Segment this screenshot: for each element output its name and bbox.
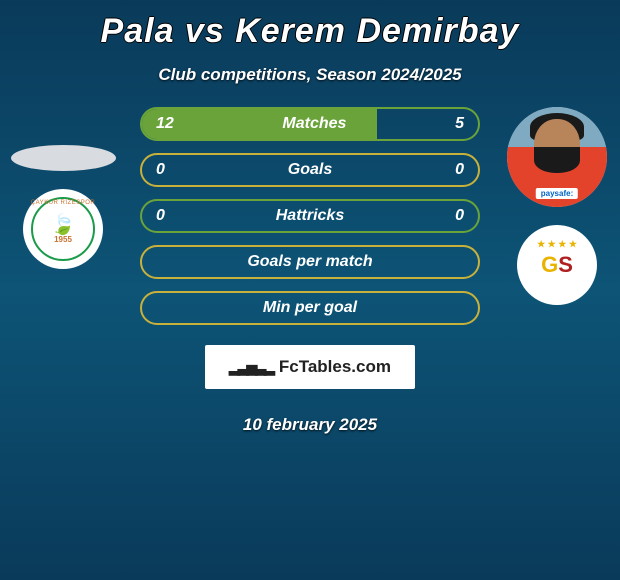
right-club-badge: ★ ★ ★ ★ GS (517, 225, 597, 305)
brand-label: FcTables.com (279, 357, 391, 377)
stats-column: 12Matches50Goals00Hattricks0Goals per ma… (118, 107, 502, 435)
stat-row-goals: 0Goals0 (140, 153, 480, 187)
stat-row-goals-per-match: Goals per match (140, 245, 480, 279)
stat-label: Min per goal (156, 299, 464, 317)
stat-row-hattricks: 0Hattricks0 (140, 199, 480, 233)
left-club-badge: ÇAYKUR RİZESPOR 🍃 1955 (23, 189, 103, 269)
date-label: 10 february 2025 (243, 415, 377, 435)
left-player-column: ÇAYKUR RİZESPOR 🍃 1955 (8, 107, 118, 269)
jersey-sponsor: paysafe: (536, 188, 578, 199)
comparison-layout: ÇAYKUR RİZESPOR 🍃 1955 12Matches50Goals0… (0, 107, 620, 435)
brand-box: ▂▃▅▃▂ FcTables.com (205, 345, 415, 389)
page-title: Pala vs Kerem Demirbay (0, 0, 620, 51)
leaf-icon: 🍃 (51, 215, 76, 235)
page-subtitle: Club competitions, Season 2024/2025 (0, 65, 620, 85)
player-portrait: paysafe: (507, 107, 607, 207)
crest-year: 1955 (54, 235, 72, 244)
crest-stars-icon: ★ ★ ★ ★ (537, 239, 577, 250)
crest-text: ÇAYKUR RİZESPOR (31, 200, 95, 206)
stat-label: Hattricks (165, 207, 455, 225)
right-player-avatar: paysafe: (507, 107, 607, 207)
stat-label: Goals (165, 161, 455, 179)
brand-wave-icon: ▂▃▅▃▂ (229, 359, 273, 376)
stat-label: Matches (174, 115, 455, 133)
stat-left-value: 0 (156, 207, 165, 225)
stat-row-min-per-goal: Min per goal (140, 291, 480, 325)
stat-label: Goals per match (156, 253, 464, 271)
left-player-avatar (11, 145, 116, 171)
stat-row-matches: 12Matches5 (140, 107, 480, 141)
stat-right-value: 0 (455, 161, 464, 179)
right-player-column: paysafe: ★ ★ ★ ★ GS (502, 107, 612, 305)
stat-left-value: 12 (156, 115, 174, 133)
galatasaray-crest: ★ ★ ★ ★ GS (541, 252, 573, 278)
stat-left-value: 0 (156, 161, 165, 179)
stat-right-value: 0 (455, 207, 464, 225)
rizespor-crest: ÇAYKUR RİZESPOR 🍃 1955 (31, 197, 95, 261)
stat-right-value: 5 (455, 115, 464, 133)
